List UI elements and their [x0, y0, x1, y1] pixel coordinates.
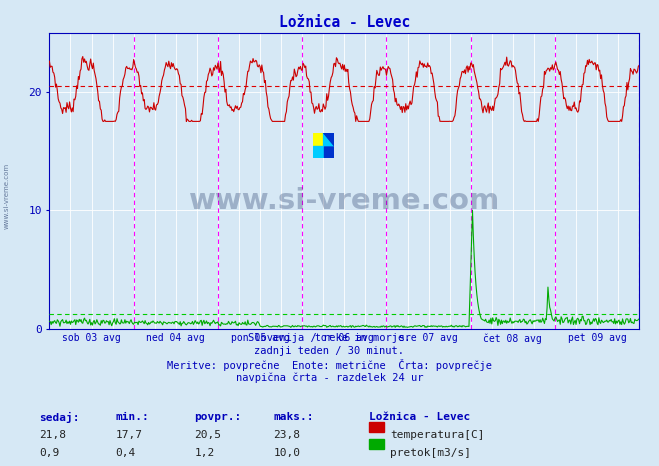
Polygon shape — [324, 133, 334, 145]
Text: pretok[m3/s]: pretok[m3/s] — [390, 448, 471, 458]
Text: Slovenija / reke in morje.: Slovenija / reke in morje. — [248, 333, 411, 343]
Bar — [313, 133, 324, 145]
Text: 23,8: 23,8 — [273, 430, 301, 440]
Text: min.:: min.: — [115, 412, 149, 422]
Bar — [324, 145, 334, 158]
Text: 0,4: 0,4 — [115, 448, 136, 458]
Text: 10,0: 10,0 — [273, 448, 301, 458]
Title: Ložnica - Levec: Ložnica - Levec — [279, 15, 410, 30]
Text: 21,8: 21,8 — [40, 430, 67, 440]
Text: Ložnica - Levec: Ložnica - Levec — [369, 412, 471, 422]
Text: www.si-vreme.com: www.si-vreme.com — [188, 187, 500, 215]
Text: povpr.:: povpr.: — [194, 412, 242, 422]
Text: 0,9: 0,9 — [40, 448, 60, 458]
Text: 20,5: 20,5 — [194, 430, 221, 440]
Text: www.si-vreme.com: www.si-vreme.com — [3, 163, 10, 229]
Text: temperatura[C]: temperatura[C] — [390, 430, 484, 440]
Text: navpična črta - razdelek 24 ur: navpična črta - razdelek 24 ur — [236, 372, 423, 383]
Text: maks.:: maks.: — [273, 412, 314, 422]
Polygon shape — [324, 133, 334, 145]
Text: 1,2: 1,2 — [194, 448, 215, 458]
Bar — [313, 145, 324, 158]
Text: zadnji teden / 30 minut.: zadnji teden / 30 minut. — [254, 346, 405, 356]
Text: sedaj:: sedaj: — [40, 412, 80, 424]
Text: Meritve: povprečne  Enote: metrične  Črta: povprečje: Meritve: povprečne Enote: metrične Črta:… — [167, 359, 492, 371]
Text: 17,7: 17,7 — [115, 430, 142, 440]
